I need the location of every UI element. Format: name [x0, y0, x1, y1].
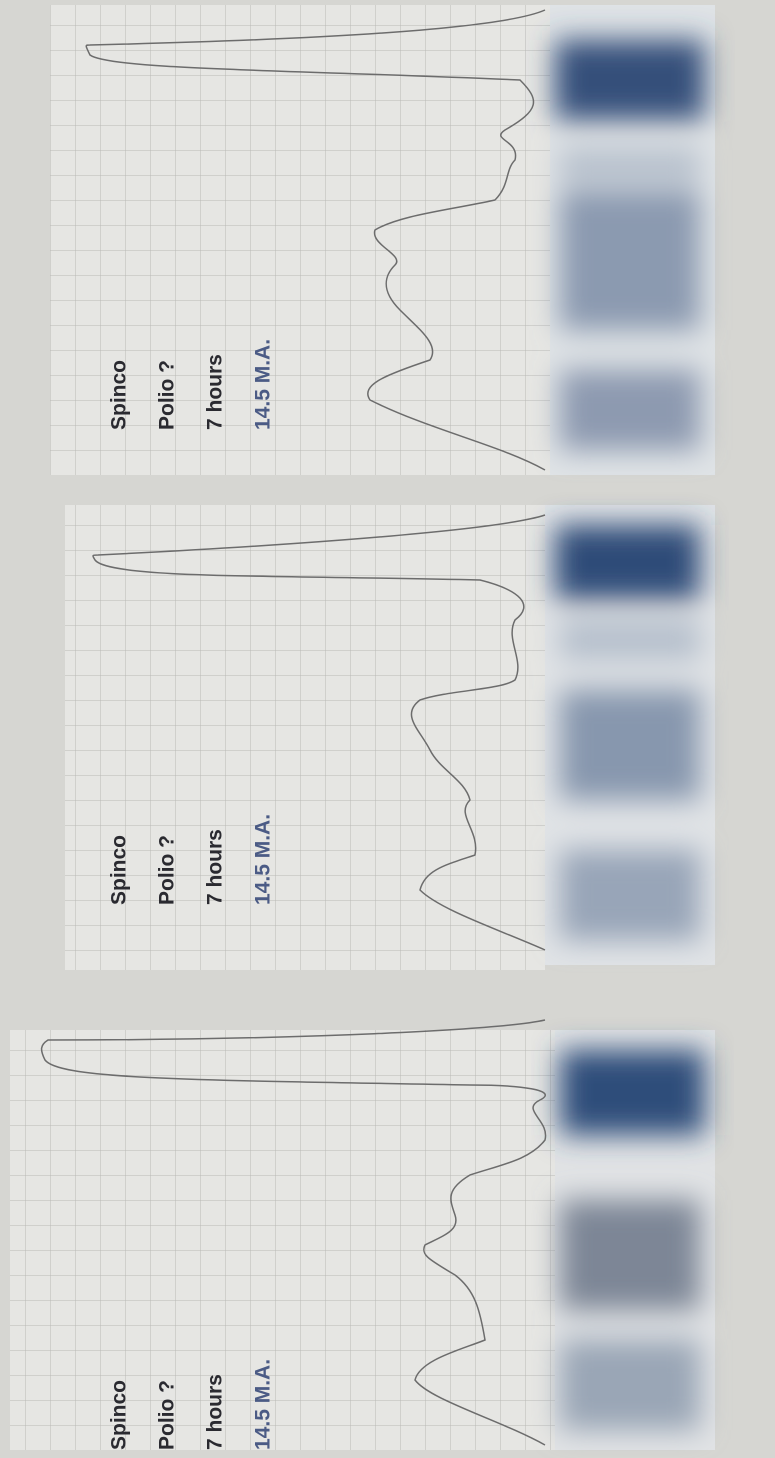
panel-label: 7 hours — [204, 829, 227, 905]
panel-label: Spinco — [108, 360, 131, 430]
panel-label: 14.5 M.A. — [252, 339, 275, 430]
panel-label: Polio ? — [156, 835, 179, 905]
panel — [50, 5, 715, 475]
panel-label: Polio ? — [156, 1380, 179, 1450]
panel-label: 7 hours — [204, 354, 227, 430]
panel-label: Spinco — [108, 835, 131, 905]
panel-label: 14.5 M.A. — [252, 1359, 275, 1450]
photo: Spinco Polio ? 7 hours 14.5 M.A. Spinco Polio… — [0, 0, 775, 1458]
panel-label: Polio ? — [156, 360, 179, 430]
panel-label: Spinco — [108, 1380, 131, 1450]
panel-label: 7 hours — [204, 1374, 227, 1450]
panel-label: 14.5 M.A. — [252, 814, 275, 905]
